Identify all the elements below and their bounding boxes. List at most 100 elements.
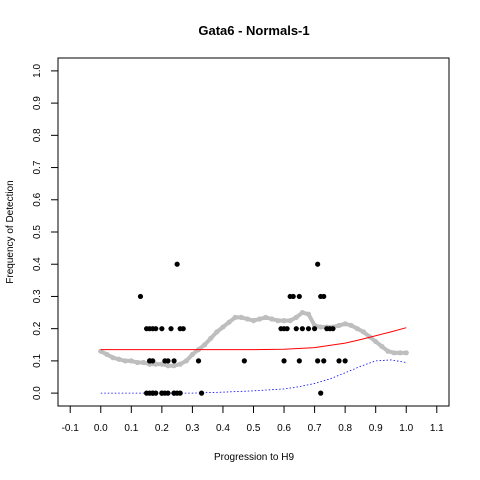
smooth-point xyxy=(171,363,177,369)
x-tick-label: 1.1 xyxy=(430,423,444,434)
data-point xyxy=(296,293,302,300)
x-tick-label: 0.8 xyxy=(338,423,352,434)
y-tick-label: 0.2 xyxy=(32,321,43,335)
data-point xyxy=(293,326,299,332)
smooth-point xyxy=(244,316,250,322)
smooth-point xyxy=(220,324,226,330)
fit-series-line xyxy=(100,327,407,351)
smooth-point xyxy=(360,329,367,335)
smooth-point xyxy=(354,326,360,332)
smooth-point xyxy=(293,314,299,320)
plot-frame xyxy=(57,57,450,407)
smooth-point xyxy=(134,359,141,366)
y-tick-label: 0.6 xyxy=(32,192,43,206)
smooth-point xyxy=(238,314,244,320)
y-axis: 0.0 0.1 0.2 0.3 0.4 0.5 0.6 0.7 0.8 0.9 1.0 xyxy=(32,64,58,400)
x-tick-label: 1.0 xyxy=(399,423,413,434)
data-point xyxy=(290,293,296,300)
data-point xyxy=(159,326,165,332)
x-tick-label: 0.5 xyxy=(247,423,261,434)
data-point xyxy=(180,326,186,332)
x-tick-label: 0.1 xyxy=(124,423,138,434)
data-point xyxy=(315,261,321,267)
y-tick-label: 0.5 xyxy=(32,225,43,239)
data-point xyxy=(336,358,342,364)
data-point xyxy=(321,358,327,364)
plot-area xyxy=(98,261,409,396)
smooth-point xyxy=(128,358,134,364)
data-point xyxy=(305,326,312,332)
smooth-point xyxy=(287,318,293,324)
smooth-point xyxy=(403,350,409,356)
data-point xyxy=(318,390,324,396)
y-tick-label: 0.9 xyxy=(32,96,43,110)
smooth-point xyxy=(348,322,354,329)
smooth-point xyxy=(269,316,275,322)
data-point xyxy=(321,293,327,300)
data-point xyxy=(342,358,348,364)
smooth-point xyxy=(189,351,196,358)
smooth-point xyxy=(177,361,183,367)
data-point xyxy=(153,326,159,332)
data-point xyxy=(311,326,318,332)
smooth-point xyxy=(183,358,189,364)
data-point xyxy=(168,326,174,332)
data-point xyxy=(174,261,180,267)
smooth-point xyxy=(263,314,269,320)
x-tick-label: 0.7 xyxy=(308,423,322,434)
data-point xyxy=(137,293,144,300)
data-point xyxy=(174,390,180,396)
data-point xyxy=(315,358,321,364)
smooth-point xyxy=(159,361,165,367)
smooth-point xyxy=(305,311,312,317)
smooth-point xyxy=(104,351,110,358)
data-point xyxy=(281,358,287,364)
x-axis: -0.1 0.0 0.1 0.2 0.3 0.4 0.5 0.6 0.7 0.8 0.9 1.0 1.1 xyxy=(62,406,444,434)
smooth-point xyxy=(281,318,287,324)
smooth-point xyxy=(140,359,147,366)
data-point xyxy=(284,326,290,332)
smooth-point xyxy=(116,356,122,362)
y-tick-label: 1.0 xyxy=(32,64,43,78)
x-tick-label: 0.0 xyxy=(94,423,108,434)
smooth-point xyxy=(165,363,171,369)
smooth-point xyxy=(232,314,238,320)
smooth-point xyxy=(336,322,342,329)
data-point xyxy=(296,358,302,364)
x-tick-label: 0.6 xyxy=(277,423,291,434)
data-point xyxy=(147,358,153,364)
smooth-point xyxy=(122,358,128,364)
smooth-point xyxy=(250,318,257,324)
y-tick-label: 0.0 xyxy=(32,386,43,400)
data-point xyxy=(153,390,159,396)
smooth-point xyxy=(391,350,397,356)
y-tick-label: 0.3 xyxy=(32,289,43,303)
smooth-point xyxy=(257,316,263,322)
data-point xyxy=(195,358,202,364)
smooth-point xyxy=(214,329,220,335)
x-tick-label: 0.3 xyxy=(185,423,199,434)
data-point xyxy=(299,326,305,332)
smooth-point xyxy=(397,350,403,356)
data-point xyxy=(198,390,205,396)
x-tick-label: -0.1 xyxy=(62,423,80,434)
smooth-point xyxy=(373,338,379,345)
smooth-point xyxy=(110,355,116,361)
data-point xyxy=(171,358,177,364)
data-point xyxy=(165,358,171,364)
smooth-point xyxy=(275,318,281,324)
smooth-point xyxy=(318,324,324,330)
chart-title: Gata6 - Normals-1 xyxy=(198,23,309,38)
smooth-point xyxy=(342,321,348,327)
x-tick-label: 0.4 xyxy=(216,423,230,434)
smooth-point xyxy=(379,343,385,349)
y-tick-label: 0.7 xyxy=(32,160,43,174)
smooth-point xyxy=(385,348,391,354)
y-tick-label: 0.1 xyxy=(32,354,43,368)
smooth-point xyxy=(226,319,232,325)
data-point xyxy=(330,326,336,332)
y-tick-label: 0.4 xyxy=(32,257,43,271)
smooth-point xyxy=(153,361,159,367)
